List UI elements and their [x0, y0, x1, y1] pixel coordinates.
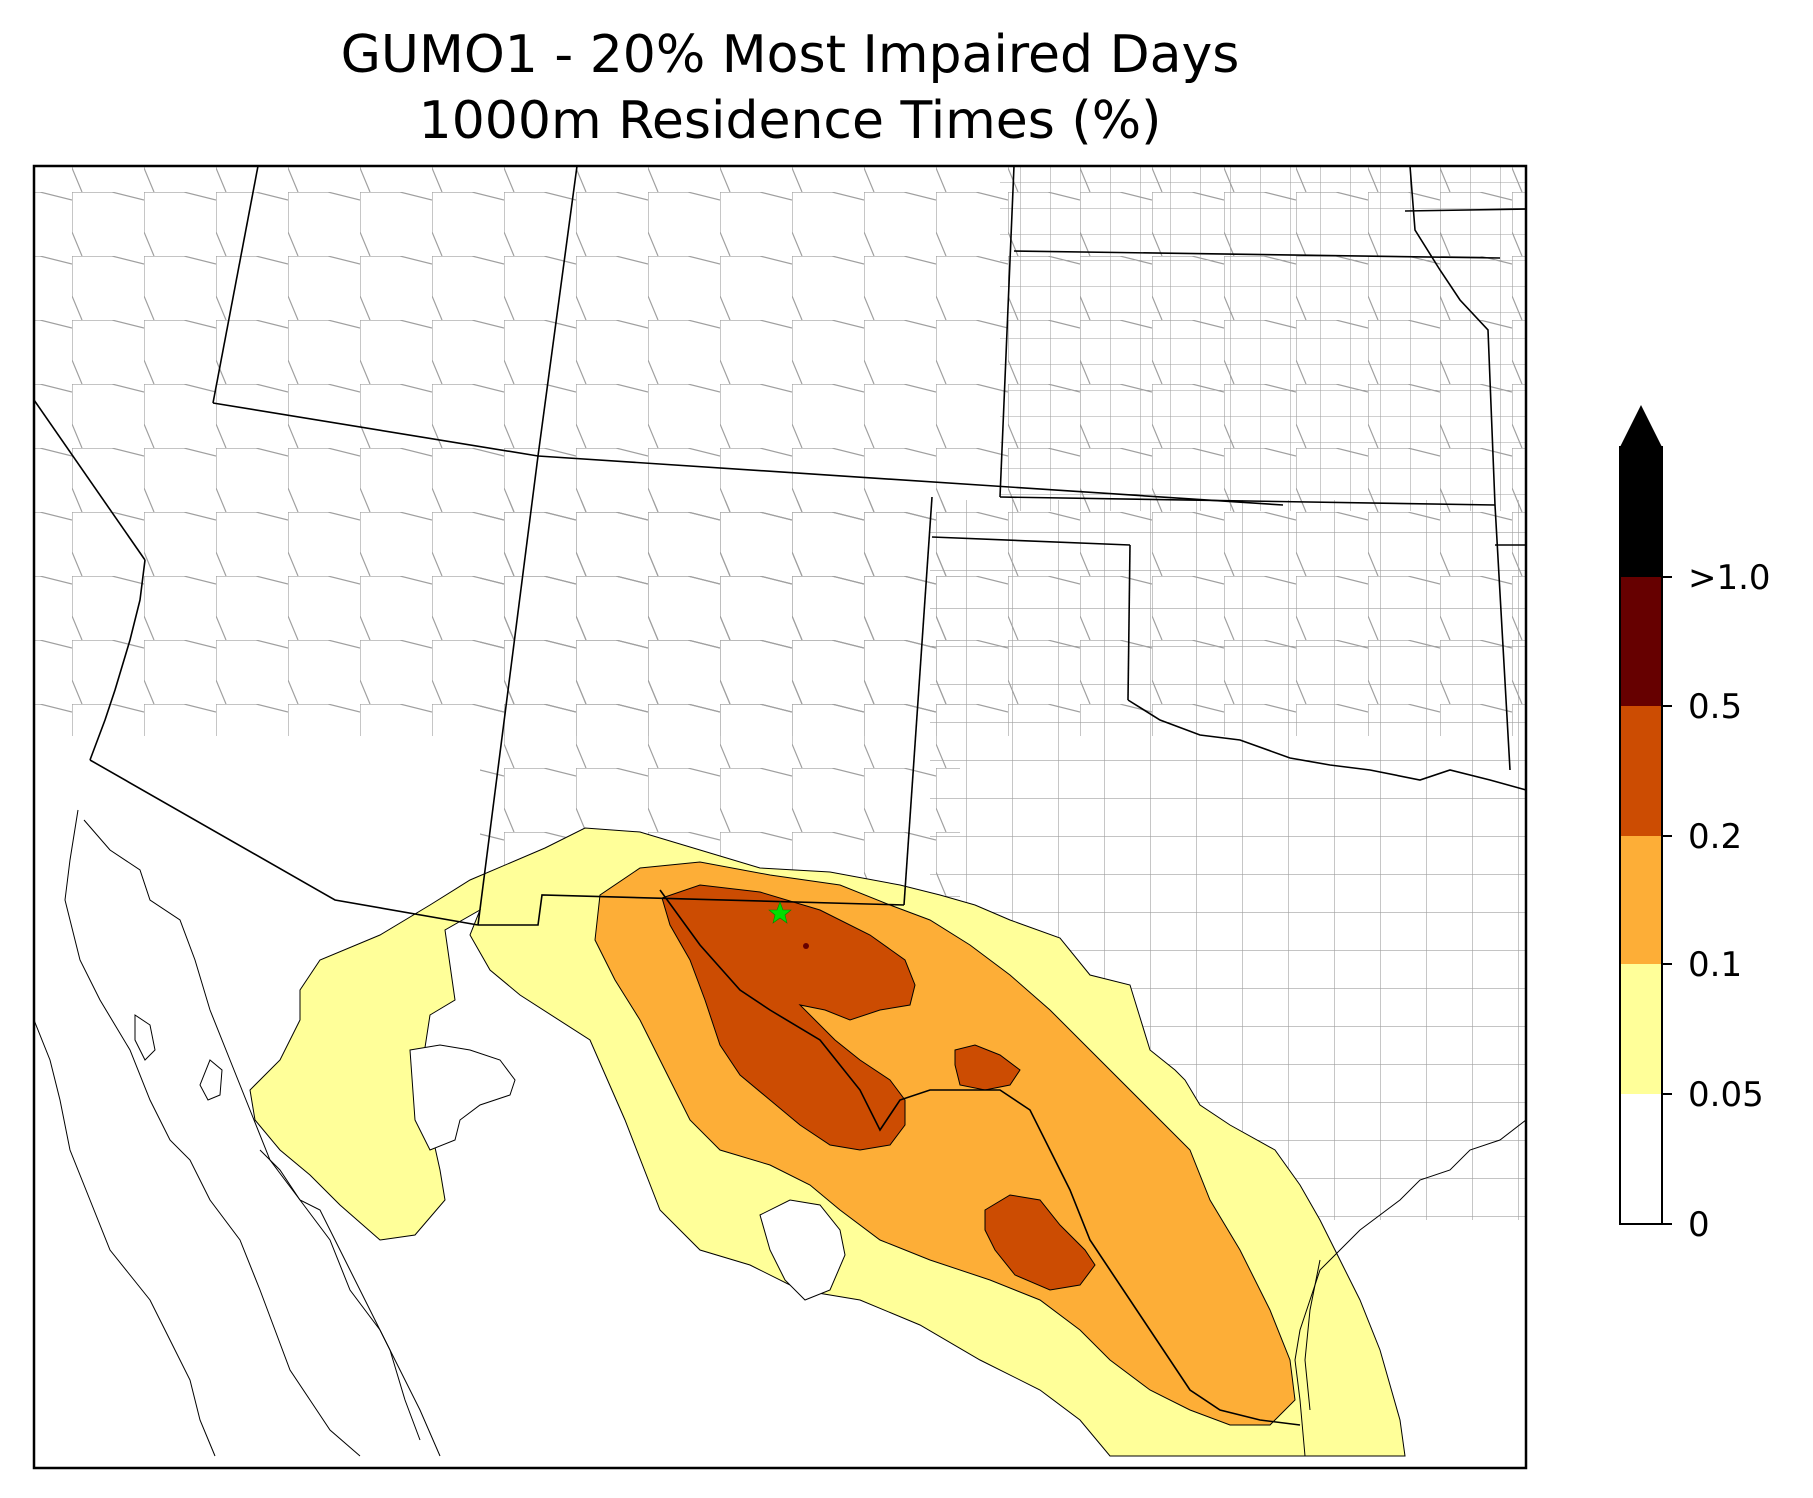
map-title-line1: GUMO1 - 20% Most Impaired Days — [340, 25, 1240, 85]
contour-0.2 — [661, 884, 916, 1151]
colorbar-extend-arrow-icon — [1620, 405, 1662, 447]
coastlines — [34, 809, 1526, 1457]
border-red-river — [1127, 699, 1526, 791]
border-arizona-west — [89, 559, 146, 761]
contour-0.5-spot — [803, 943, 809, 949]
border-texas-panhandle-top — [931, 536, 1131, 546]
border-rio-grande — [659, 889, 1301, 1426]
colorbar: 0 0.05 0.1 0.2 0.5 >1.0 — [1619, 405, 1771, 1245]
colorbar-swatch-1 — [1620, 964, 1662, 1094]
contour-0.05-hole-west — [409, 1044, 516, 1151]
border-utah-west — [212, 166, 259, 404]
barrier-island — [1304, 1259, 1321, 1411]
colorbar-ticks — [1662, 576, 1672, 1225]
colorbar-swatch-0 — [1620, 1094, 1662, 1224]
border-nevada-arizona — [34, 399, 146, 561]
border-new-mexico-texas-east — [903, 496, 933, 906]
border-utah-colorado — [537, 166, 578, 457]
island-gulf-california-1 — [134, 1014, 156, 1061]
border-kansas-oklahoma — [999, 496, 1496, 506]
contour-0.2-south — [984, 1194, 1096, 1291]
colorbar-label-2: 0.1 — [1688, 945, 1742, 985]
colorbar-label-3: 0.2 — [1688, 817, 1742, 857]
map-title-line2: 1000m Residence Times (%) — [418, 91, 1162, 151]
contour-0.05-hole-south — [759, 1199, 846, 1301]
border-colorado-kansas — [999, 166, 1015, 498]
colorbar-swatch-4 — [1620, 577, 1662, 706]
colorbar-label-1: 0.05 — [1688, 1075, 1764, 1115]
colorbar-swatch-3 — [1620, 706, 1662, 836]
border-arizona-mexico — [89, 759, 479, 926]
border-kansas-missouri — [1409, 166, 1511, 771]
border-nebraska-kansas — [1013, 250, 1501, 259]
mexico-mainland-coast — [34, 1019, 216, 1457]
colorbar-swatch-5 — [1620, 447, 1662, 577]
colorbar-label-5: >1.0 — [1688, 558, 1771, 598]
colorbar-swatch-2 — [1620, 836, 1662, 964]
map-frame — [32, 164, 1528, 1470]
baja-coast-east — [64, 809, 361, 1457]
mexico-west-coast — [259, 1149, 421, 1441]
map-area — [34, 166, 1526, 1457]
colorbar-label-4: 0.5 — [1688, 687, 1742, 727]
border-nebraska-top — [1404, 208, 1526, 212]
monitoring-site-star-icon — [768, 901, 792, 924]
colorbar-label-0: 0 — [1688, 1205, 1710, 1245]
island-gulf-california-2 — [199, 1059, 223, 1101]
state-borders — [34, 166, 1526, 1426]
border-oklahoma-panhandle — [1127, 544, 1131, 701]
gulf-coast — [1294, 1119, 1526, 1457]
border-new-mexico-mexico — [478, 894, 905, 926]
contour-0.2-east — [954, 1044, 1021, 1091]
border-arizona-new-mexico — [477, 455, 539, 926]
